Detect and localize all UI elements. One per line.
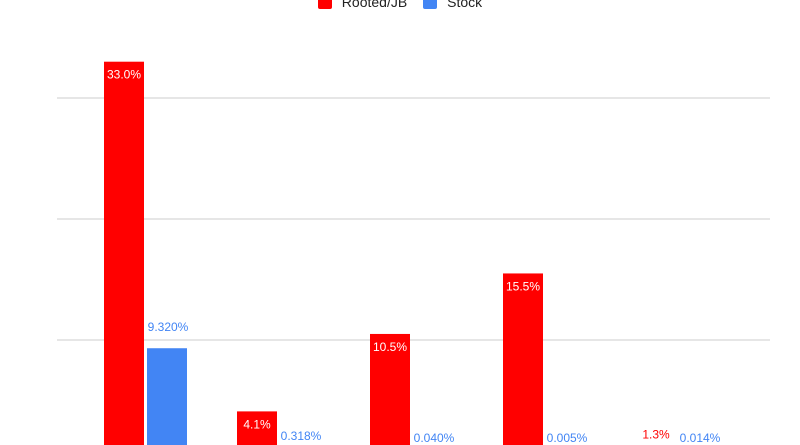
- legend-swatch-stock: [423, 0, 438, 9]
- bar-rooted: [503, 273, 543, 445]
- legend-label-rooted: Rooted/JB: [341, 0, 408, 10]
- legend-label-stock: Stock: [447, 0, 483, 10]
- data-label: 0.014%: [680, 431, 721, 445]
- bar-stock: [147, 348, 187, 445]
- data-label: 0.040%: [414, 431, 455, 445]
- bar-rooted: [370, 333, 410, 445]
- data-label: 4.1%: [243, 417, 271, 431]
- legend-item-rooted[interactable]: Rooted/JB: [317, 0, 408, 10]
- bar-rooted: [237, 411, 277, 445]
- data-label: 1.3%: [642, 427, 670, 441]
- legend-swatch-rooted: [317, 0, 332, 9]
- data-label: 15.5%: [506, 279, 540, 293]
- data-label: 9.320%: [148, 320, 189, 334]
- chart-legend: Rooted/JB Stock: [0, 0, 800, 12]
- data-label: 10.5%: [373, 340, 407, 354]
- legend-item-stock[interactable]: Stock: [423, 0, 482, 10]
- bar-rooted: [104, 61, 144, 445]
- data-label: 0.318%: [281, 429, 322, 443]
- data-label: 33.0%: [107, 68, 141, 82]
- data-label: 0.005%: [547, 431, 588, 445]
